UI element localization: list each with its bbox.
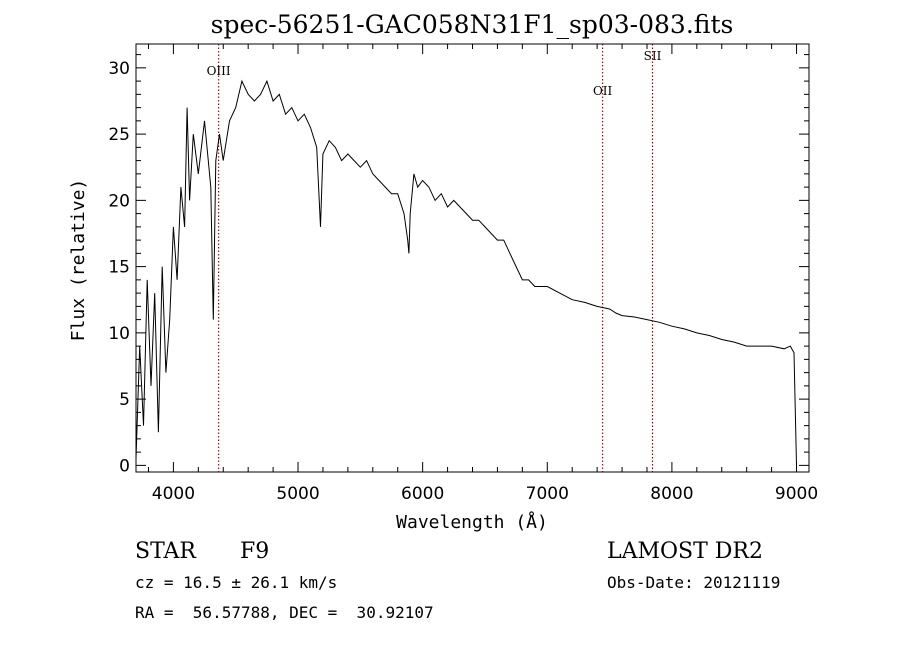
line-label-oii: OII: [593, 84, 613, 98]
y-tick-label: 15: [108, 258, 130, 278]
y-tick-label: 20: [108, 191, 130, 211]
x-axis-ticks: 4000 5000 6000 7000 8000 9000: [147, 44, 818, 504]
line-label-sii: SII: [644, 49, 662, 63]
y-tick-label: 10: [108, 324, 130, 344]
x-tick-label: 8000: [650, 484, 693, 504]
x-axis-label: Wavelength (Å): [396, 511, 548, 533]
x-tick-label: 5000: [276, 484, 319, 504]
x-tick-label: 9000: [775, 484, 818, 504]
plot-frame: [135, 43, 810, 473]
survey-name: LAMOST DR2: [607, 539, 763, 564]
x-tick-label: 7000: [526, 484, 569, 504]
object-subclass: F9: [240, 539, 270, 564]
spectrum-line: [135, 79, 797, 466]
x-tick-label: 4000: [152, 484, 195, 504]
y-tick-label: 5: [119, 390, 130, 410]
y-axis-ticks: 0 5 10 15 20 25 30: [108, 54, 809, 476]
object-class: STAR: [135, 539, 196, 564]
y-tick-label: 0: [119, 456, 130, 476]
coordinates-text: RA = 56.57788, DEC = 30.92107: [135, 603, 434, 622]
line-label-oiii: OIII: [207, 64, 231, 78]
chart-title: spec-56251-GAC058N31F1_sp03-083.fits: [211, 10, 734, 39]
obs-date-text: Obs-Date: 20121119: [607, 573, 781, 592]
y-axis-label: Flux (relative): [68, 179, 89, 342]
y-tick-label: 30: [108, 59, 130, 79]
y-tick-label: 25: [108, 125, 130, 145]
redshift-text: cz = 16.5 ± 26.1 km/s: [135, 573, 338, 592]
emission-line-markers: OIII OII SII: [207, 44, 662, 472]
x-tick-label: 6000: [401, 484, 444, 504]
